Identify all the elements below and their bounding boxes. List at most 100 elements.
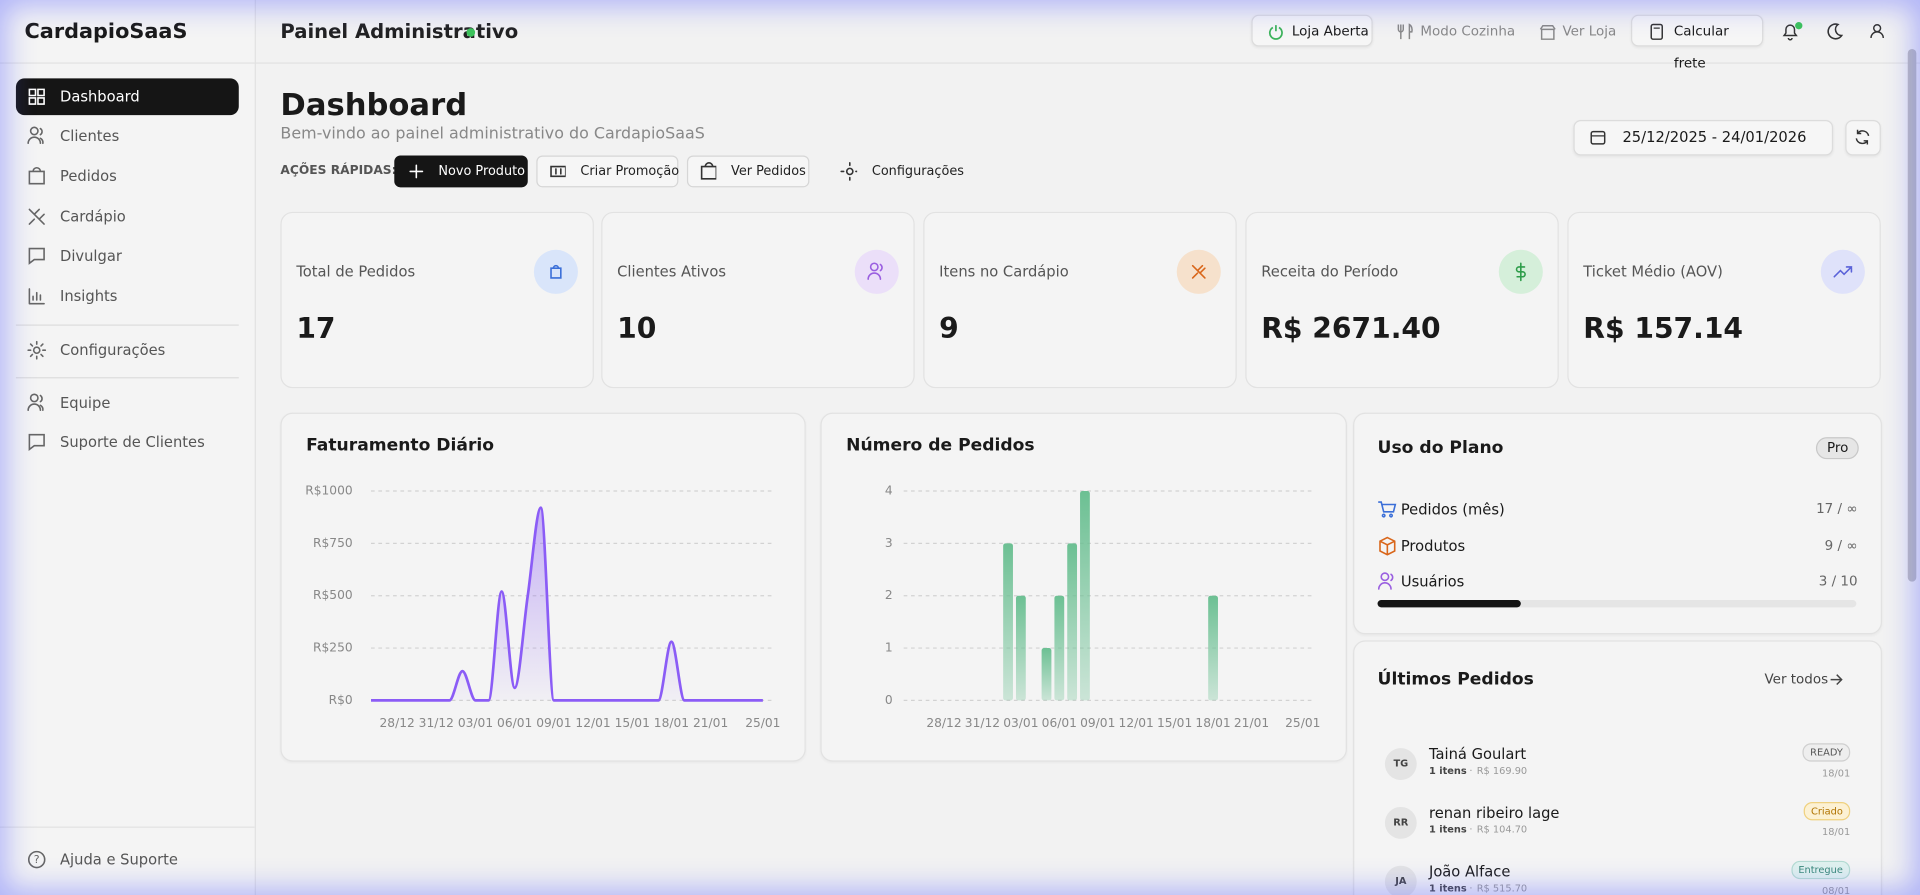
nav-icon (28, 208, 45, 225)
divider (0, 62, 255, 64)
icon-path (550, 264, 562, 279)
quick-action-icon (840, 162, 858, 181)
nav-item[interactable]: Insights (60, 287, 118, 305)
x-tick-label: 21/01 (693, 716, 728, 730)
kpi-label: Total de Pedidos (296, 263, 416, 281)
nav-item[interactable]: Suporte de Clientes (60, 433, 205, 451)
order-name[interactable]: renan ribeiro lage (1428, 804, 1560, 822)
nav-item[interactable]: Dashboard (60, 88, 140, 106)
view-all-link[interactable]: Ver todos (1764, 671, 1829, 687)
y-tick-label: 0 (885, 693, 893, 707)
x-tick-label: 21/01 (1234, 716, 1269, 730)
kpi-icon-bg (1820, 249, 1865, 294)
refresh-icon (1855, 129, 1870, 145)
icon-path (28, 247, 45, 265)
x-tick-label: 09/01 (1080, 716, 1115, 730)
icon-path (28, 433, 45, 451)
refresh-button[interactable] (1845, 120, 1881, 156)
icon-path (1515, 262, 1526, 282)
y-tick-label: 4 (885, 484, 893, 498)
x-tick-label: 28/12 (380, 716, 415, 730)
plan-icon (1379, 536, 1396, 556)
icon-path (27, 340, 47, 360)
help-link[interactable]: Ajuda e Suporte (60, 851, 178, 869)
icon-path (28, 208, 45, 225)
plan-row-label: Usuários (1400, 573, 1465, 591)
bell-icon[interactable] (1780, 22, 1803, 42)
quick-actions-label: AÇÕES RÁPIDAS: (280, 164, 397, 178)
order-name[interactable]: João Alface (1428, 863, 1511, 881)
icon-path (27, 393, 44, 412)
avatar: TG (1384, 748, 1417, 781)
kpi-label: Receita do Período (1261, 263, 1399, 281)
nav-icon (28, 247, 45, 265)
icon-path (550, 165, 566, 178)
area (371, 507, 763, 701)
bar (1208, 595, 1218, 701)
plan-row-label: Produtos (1400, 537, 1466, 555)
quick-action-button[interactable] (536, 155, 679, 188)
x-tick-label: 06/01 (497, 716, 532, 730)
line (371, 506, 763, 702)
order-items: 1 itens (1428, 765, 1467, 777)
plan-title: Uso do Plano (1377, 438, 1504, 458)
y-tick-label: 3 (885, 536, 893, 550)
view-store-button[interactable]: Ver Loja (1562, 23, 1617, 40)
icon-path (1191, 264, 1206, 279)
nav-icon (28, 288, 45, 305)
quick-action-label[interactable]: Ver Pedidos (731, 164, 806, 179)
nav-item[interactable]: Pedidos (60, 167, 117, 185)
quick-action-label[interactable]: Novo Produto (438, 164, 526, 179)
plan-row-value: 3 / 10 (1818, 573, 1858, 589)
kpi-value: 17 (296, 313, 336, 346)
kitchen-mode-button[interactable]: Modo Cozinha (1420, 23, 1516, 40)
plan-row-value: 17 / ∞ (1816, 500, 1858, 517)
bar (1015, 595, 1026, 701)
nav-icon (27, 126, 44, 145)
y-tick-label: 2 (885, 588, 893, 602)
nav-active-bg (15, 78, 239, 116)
order-status: READY (1802, 743, 1851, 762)
calculator-icon (1650, 23, 1663, 40)
icon-path (28, 166, 45, 185)
nav-item[interactable]: Configurações (60, 341, 166, 359)
plan-badge: Pro (1815, 437, 1860, 460)
date-range[interactable]: 25/12/2025 - 24/01/2026 (1573, 120, 1834, 156)
kpi-value: 9 (939, 313, 959, 346)
nav-icon (28, 88, 45, 105)
nav-icon (28, 166, 45, 185)
nav-item[interactable]: Equipe (60, 394, 111, 412)
order-name[interactable]: Tainá Goulart (1428, 745, 1527, 763)
icon-path (27, 126, 44, 145)
store-open-button[interactable]: Loja Aberta (1251, 14, 1373, 47)
bar (1067, 543, 1078, 701)
plan-card: Uso do Plano Pro Pedidos (mês) 17 / ∞ Prod… (1353, 412, 1883, 635)
shipping-button[interactable]: Calcular frete (1631, 14, 1764, 71)
theme-icon[interactable] (1824, 22, 1844, 42)
x-tick-label: 31/12 (419, 716, 454, 730)
order-date: 08/01 (1821, 885, 1851, 895)
plan-icon (1377, 572, 1394, 590)
nav-item[interactable]: Cardápio (60, 208, 126, 226)
page-subtitle: Bem-vindo ao painel administrativo do Ca… (280, 124, 705, 144)
icon-path (1833, 266, 1853, 278)
kpi-icon (867, 262, 883, 280)
quick-action-label[interactable]: Configurações (871, 164, 964, 179)
divider (0, 826, 255, 828)
orders-chart: Número de Pedidos 0 1 2 3 4 28/12 31/12 03/01 06/… (846, 436, 1320, 730)
icon-path (28, 88, 45, 105)
user-icon[interactable] (1869, 22, 1889, 42)
brand: CardapioSaaS (24, 19, 188, 45)
nav-item[interactable]: Divulgar (60, 247, 122, 265)
order-price: R$ 169.90 (1476, 765, 1528, 777)
quick-action-label[interactable]: Criar Promoção (580, 164, 680, 179)
x-tick-label: 31/12 (965, 716, 1000, 730)
quick-action-button[interactable] (686, 155, 810, 188)
nav-item[interactable]: Clientes (60, 127, 120, 145)
y-tick-label: R$500 (313, 588, 353, 602)
order-price: R$ 104.70 (1476, 824, 1528, 836)
kpi-value: R$ 157.14 (1583, 313, 1744, 346)
help-icon: ? (27, 850, 46, 869)
kpi-icon (550, 264, 562, 279)
